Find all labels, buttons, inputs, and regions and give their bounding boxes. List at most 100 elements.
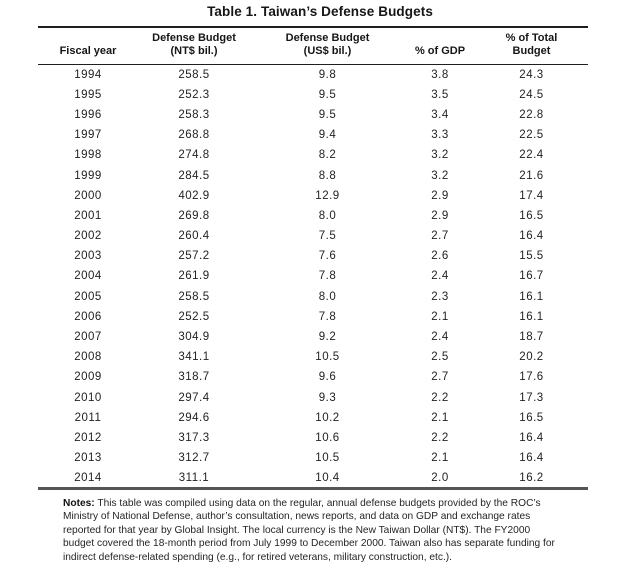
fiscal-year-cell: 1998 <box>74 149 102 162</box>
table-row: 1997 268.8 9.4 3.3 22.5 <box>38 125 588 145</box>
value-cell: 2.3 <box>431 290 449 303</box>
value-cell: 8.0 <box>318 209 337 222</box>
table-row: 1998 274.8 8.2 3.2 22.4 <box>38 145 588 165</box>
value-cell: 260.4 <box>178 230 210 243</box>
value-cell: 3.3 <box>431 129 449 142</box>
value-cell: 16.1 <box>519 310 544 323</box>
fiscal-year-cell: 2010 <box>74 391 102 404</box>
table-row: 2006 252.5 7.8 2.1 16.1 <box>38 307 588 327</box>
table-row: 1994 258.5 9.8 3.8 24.3 <box>38 65 588 85</box>
table-row: 2009 318.7 9.6 2.7 17.6 <box>38 367 588 387</box>
fiscal-year-cell: 2008 <box>74 351 102 364</box>
defense-budget-table: Fiscal year Defense Budget (NT$ bil.) De… <box>38 26 588 490</box>
notes-label: Notes: <box>63 497 95 509</box>
table-body: 1994 258.5 9.8 3.8 24.3 1995 252.3 9.5 3.5 24.5 19… <box>38 65 588 489</box>
value-cell: 2.5 <box>431 351 449 364</box>
value-cell: 17.3 <box>519 391 544 404</box>
value-cell: 2.1 <box>431 452 449 465</box>
notes-text: Notes: This table was compiled using dat… <box>63 497 583 564</box>
value-cell: 252.3 <box>178 88 210 101</box>
table-row: 1999 284.5 8.8 3.2 21.6 <box>38 165 588 185</box>
value-cell: 269.8 <box>178 209 210 222</box>
value-cell: 2.1 <box>431 310 449 323</box>
fiscal-year-cell: 2005 <box>74 290 102 303</box>
value-cell: 24.5 <box>519 88 544 101</box>
value-cell: 3.5 <box>431 88 449 101</box>
value-cell: 12.9 <box>315 189 340 202</box>
value-cell: 311.1 <box>178 471 210 484</box>
value-cell: 2.2 <box>431 391 449 404</box>
value-cell: 2.9 <box>431 189 449 202</box>
table-header-row: Fiscal year Defense Budget (NT$ bil.) De… <box>38 27 588 65</box>
defense-budget-table-wrap: Fiscal year Defense Budget (NT$ bil.) De… <box>38 26 588 490</box>
value-cell: 2.4 <box>431 270 449 283</box>
value-cell: 9.5 <box>318 108 337 121</box>
fiscal-year-cell: 2004 <box>74 270 102 283</box>
table-row: 2000 402.9 12.9 2.9 17.4 <box>38 186 588 206</box>
value-cell: 8.2 <box>318 149 337 162</box>
value-cell: 2.7 <box>431 230 449 243</box>
table-row: 2014 311.1 10.4 2.0 16.2 <box>38 468 588 488</box>
value-cell: 7.8 <box>318 310 337 323</box>
fiscal-year-cell: 1996 <box>74 108 102 121</box>
column-header-defense-budget-us: Defense Budget (US$ bil.) <box>250 27 405 65</box>
notes-line: Ministry of National Defense, author’s c… <box>63 511 531 523</box>
table-title: Table 1. Taiwan’s Defense Budgets <box>207 4 433 19</box>
value-cell: 257.2 <box>178 250 210 263</box>
table-row: 2005 258.5 8.0 2.3 16.1 <box>38 287 588 307</box>
value-cell: 258.5 <box>178 68 210 81</box>
table-row: 2001 269.8 8.0 2.9 16.5 <box>38 206 588 226</box>
value-cell: 22.5 <box>519 129 544 142</box>
table-row: 2004 261.9 7.8 2.4 16.7 <box>38 266 588 286</box>
value-cell: 252.5 <box>178 310 210 323</box>
fiscal-year-cell: 2006 <box>74 310 102 323</box>
notes-line: reported for that year by Global Insight… <box>63 524 531 536</box>
value-cell: 8.0 <box>318 290 337 303</box>
fiscal-year-cell: 1997 <box>74 129 102 142</box>
value-cell: 3.4 <box>431 108 449 121</box>
value-cell: 18.7 <box>519 331 544 344</box>
value-cell: 274.8 <box>178 149 210 162</box>
value-cell: 10.5 <box>315 452 340 465</box>
value-cell: 8.8 <box>318 169 337 182</box>
column-header-pct-gdp: % of GDP <box>405 27 475 65</box>
value-cell: 258.5 <box>178 290 210 303</box>
fiscal-year-cell: 2013 <box>74 452 102 465</box>
value-cell: 2.9 <box>431 209 449 222</box>
value-cell: 17.4 <box>519 189 544 202</box>
table-row: 1996 258.3 9.5 3.4 22.8 <box>38 105 588 125</box>
value-cell: 20.2 <box>519 351 544 364</box>
table-row: 2012 317.3 10.6 2.2 16.4 <box>38 428 588 448</box>
value-cell: 9.8 <box>318 68 337 81</box>
value-cell: 2.7 <box>431 371 449 384</box>
value-cell: 341.1 <box>178 351 210 364</box>
fiscal-year-cell: 1994 <box>74 68 102 81</box>
fiscal-year-cell: 2014 <box>74 471 102 484</box>
value-cell: 7.8 <box>318 270 337 283</box>
value-cell: 21.6 <box>519 169 544 182</box>
value-cell: 402.9 <box>178 189 210 202</box>
value-cell: 9.6 <box>318 371 337 384</box>
value-cell: 317.3 <box>178 431 210 444</box>
document-page: Table 1. Taiwan’s Defense Budgets Fiscal… <box>0 4 640 566</box>
column-header-defense-budget-nt: Defense Budget (NT$ bil.) <box>138 27 250 65</box>
fiscal-year-cell: 1995 <box>74 88 102 101</box>
table-header: Fiscal year Defense Budget (NT$ bil.) De… <box>38 27 588 65</box>
value-cell: 3.2 <box>431 149 449 162</box>
fiscal-year-cell: 2000 <box>74 189 102 202</box>
fiscal-year-cell: 2011 <box>74 411 102 424</box>
value-cell: 3.2 <box>431 169 449 182</box>
table-row: 1995 252.3 9.5 3.5 24.5 <box>38 85 588 105</box>
notes-line: Notes: This table was compiled using dat… <box>63 497 541 509</box>
value-cell: 294.6 <box>178 411 210 424</box>
value-cell: 9.3 <box>318 391 337 404</box>
value-cell: 9.4 <box>318 129 337 142</box>
value-cell: 22.4 <box>519 149 544 162</box>
value-cell: 9.5 <box>318 88 337 101</box>
value-cell: 318.7 <box>178 371 210 384</box>
table-row: 2008 341.1 10.5 2.5 20.2 <box>38 347 588 367</box>
table-row: 2002 260.4 7.5 2.7 16.4 <box>38 226 588 246</box>
fiscal-year-cell: 2001 <box>74 209 102 222</box>
value-cell: 9.2 <box>318 331 337 344</box>
value-cell: 304.9 <box>178 331 210 344</box>
